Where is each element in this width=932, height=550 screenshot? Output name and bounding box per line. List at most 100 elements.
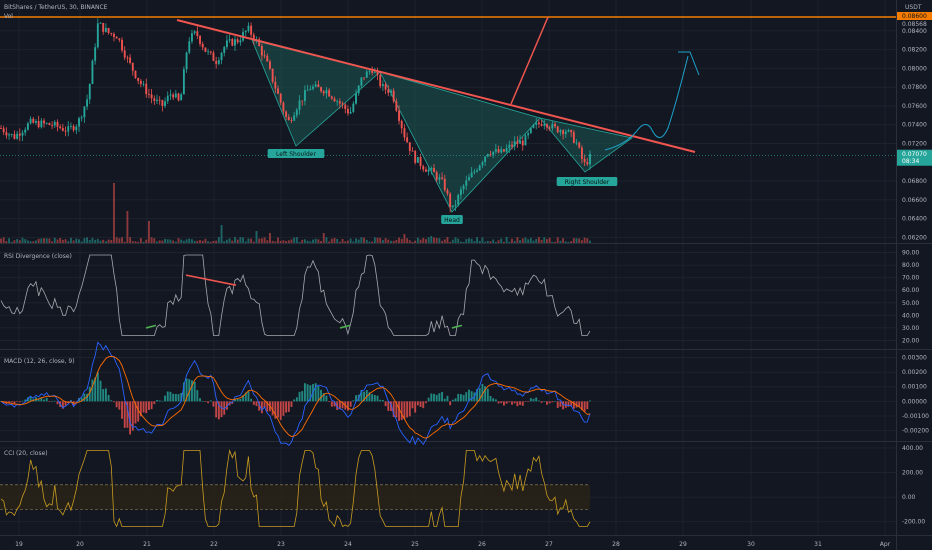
price-tick-label: 0.06200 [902,234,927,241]
volume-bar [314,238,317,243]
candle-body [86,99,89,107]
volume-bar [303,239,306,243]
rsi-tick-label: 30.00 [902,325,919,332]
volume-bar [325,237,328,243]
macd-histogram-bar [247,391,250,402]
candle-body [465,180,468,186]
volume-bar [204,238,207,243]
volume-bar [126,211,129,243]
head-label: Head [444,217,460,224]
macd-histogram-bar [513,401,516,404]
macd-histogram-bar [411,401,414,409]
macd-tick-label: -0.00100 [902,413,929,420]
candle-body [83,106,86,118]
candle-body [172,94,175,98]
time-axis[interactable]: 19 20 21 22 23 24 25 26 27 28 29 30 31 Apr [15,541,891,548]
volume-bar [244,241,247,243]
volume-bar [301,239,304,243]
macd-histogram-bar [53,400,56,402]
price-pane[interactable]: Left Shoulder Head Right Shoulder BitShare… [0,4,922,243]
candle-body [511,144,513,147]
macd-histogram-bar [239,398,242,402]
volume-bar [481,237,484,243]
macd-histogram-bar [13,401,16,405]
volume-bar [134,241,137,243]
macd-histogram-bar [430,393,433,402]
macd-histogram-bar [164,395,167,402]
candle-body [430,167,433,170]
candle-body [489,154,492,155]
volume-bar [137,241,140,243]
volume-bar [341,238,344,243]
macd-histogram-bar [497,401,500,404]
candle-body [546,124,548,128]
candle-body [562,130,565,135]
volume-bar [266,240,269,243]
macd-histogram-bar [131,401,134,431]
volume-bar [527,239,530,243]
macd-histogram-bar [185,378,188,402]
macd-histogram-bar [271,401,274,416]
price-axis[interactable]: 0.08400 0.08200 0.08000 0.07800 0.07600 0.074… [897,12,932,526]
volume-bar [365,239,368,243]
volume-bar [209,241,212,243]
candle-body [575,142,578,144]
candle-body [443,178,446,191]
macd-histogram-bar [360,390,363,402]
macd-histogram-bar [556,401,559,408]
macd-histogram-bar [301,391,304,402]
macd-pane[interactable]: MACD (12, 26, close, 9) [0,341,896,447]
macd-histogram-bar [191,380,193,402]
price-tick-label: 0.08200 [902,47,927,54]
volume-bar [293,237,296,243]
volume-bar [430,236,433,243]
macd-histogram-bar [500,401,503,404]
candle-body [314,84,317,87]
macd-histogram-bar [24,399,27,402]
candle-body [416,157,419,163]
cci-pane[interactable]: CCI (20, close) [0,447,896,528]
drawing-overlays: Left Shoulder Head Right Shoulder [0,16,896,224]
candle-body [72,126,75,131]
macd-histogram-bar [258,401,261,411]
volume-bar [255,231,258,243]
volume-bar [8,238,11,243]
macd-histogram-bar [8,401,11,403]
candle-body [468,177,470,181]
time-tick-label: 31 [814,541,822,548]
volume-bar [575,238,578,243]
price-tick-label: 0.08000 [902,65,927,72]
candle-body [2,128,5,133]
candle-body [519,140,522,144]
macd-histogram-bar [317,386,320,402]
candle-body [69,126,72,127]
candle-body [330,96,333,99]
macd-histogram-bar [290,401,293,407]
candle-body [228,39,231,41]
rsi-bullish-divergence [145,324,157,329]
volume-bar [554,241,556,243]
volume-bar [113,183,115,243]
macd-histogram-bar [446,395,449,402]
candle-body [524,135,527,146]
candle-body [497,149,500,153]
macd-histogram-bar [481,383,484,402]
volume-bar [333,237,336,243]
candle-body [217,60,220,64]
macd-histogram-bar [123,401,126,428]
macd-histogram-bar [486,388,489,402]
macd-histogram-bar [10,401,13,403]
macd-histogram-bar [435,394,438,402]
candle-body [572,132,575,143]
rsi-pane[interactable]: RSI Divergence (close) [0,252,896,341]
macd-histogram-bar [40,397,43,402]
candle-body [580,147,583,159]
candle-body [271,68,274,82]
volume-bar [174,241,177,243]
cci-band-fill [0,484,590,510]
volume-bar [419,239,422,243]
candle-body [236,39,239,43]
macd-histogram-bar [37,399,40,402]
volume-bar [99,240,102,243]
